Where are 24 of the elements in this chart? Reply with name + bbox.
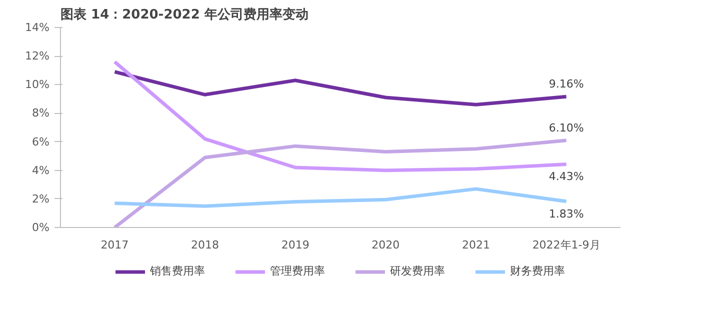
- y-tick-label: 14%: [25, 21, 50, 34]
- legend-label: 销售费用率: [150, 264, 205, 278]
- x-tick-label: 2022年1-9月: [532, 238, 600, 252]
- y-tick-label: 10%: [25, 78, 50, 92]
- y-tick-label: 4%: [32, 164, 50, 177]
- y-tick-label: 12%: [25, 50, 50, 63]
- data-label: 9.16%: [548, 78, 584, 91]
- legend-label: 财务费用率: [510, 264, 565, 278]
- legend-label: 管理费用率: [270, 264, 325, 278]
- y-tick-label: 2%: [32, 192, 50, 206]
- x-tick-label: 2017: [100, 238, 129, 252]
- chart-title: 图表 14：2020-2022 年公司费用率变动: [60, 6, 308, 22]
- y-tick-label: 6%: [32, 135, 50, 148]
- x-tick-label: 2018: [191, 238, 220, 252]
- data-label: 4.43%: [548, 170, 584, 184]
- data-label: 6.10%: [548, 121, 584, 134]
- data-label: 1.83%: [548, 207, 584, 220]
- x-tick-label: 2021: [462, 238, 490, 252]
- legend-label: 研发费用率: [390, 264, 445, 278]
- y-tick-label: 0%: [32, 221, 50, 234]
- x-tick-label: 2020: [372, 238, 400, 252]
- y-tick-label: 8%: [32, 106, 50, 120]
- line-series: [112, 187, 568, 208]
- x-tick-label: 2019: [281, 238, 310, 252]
